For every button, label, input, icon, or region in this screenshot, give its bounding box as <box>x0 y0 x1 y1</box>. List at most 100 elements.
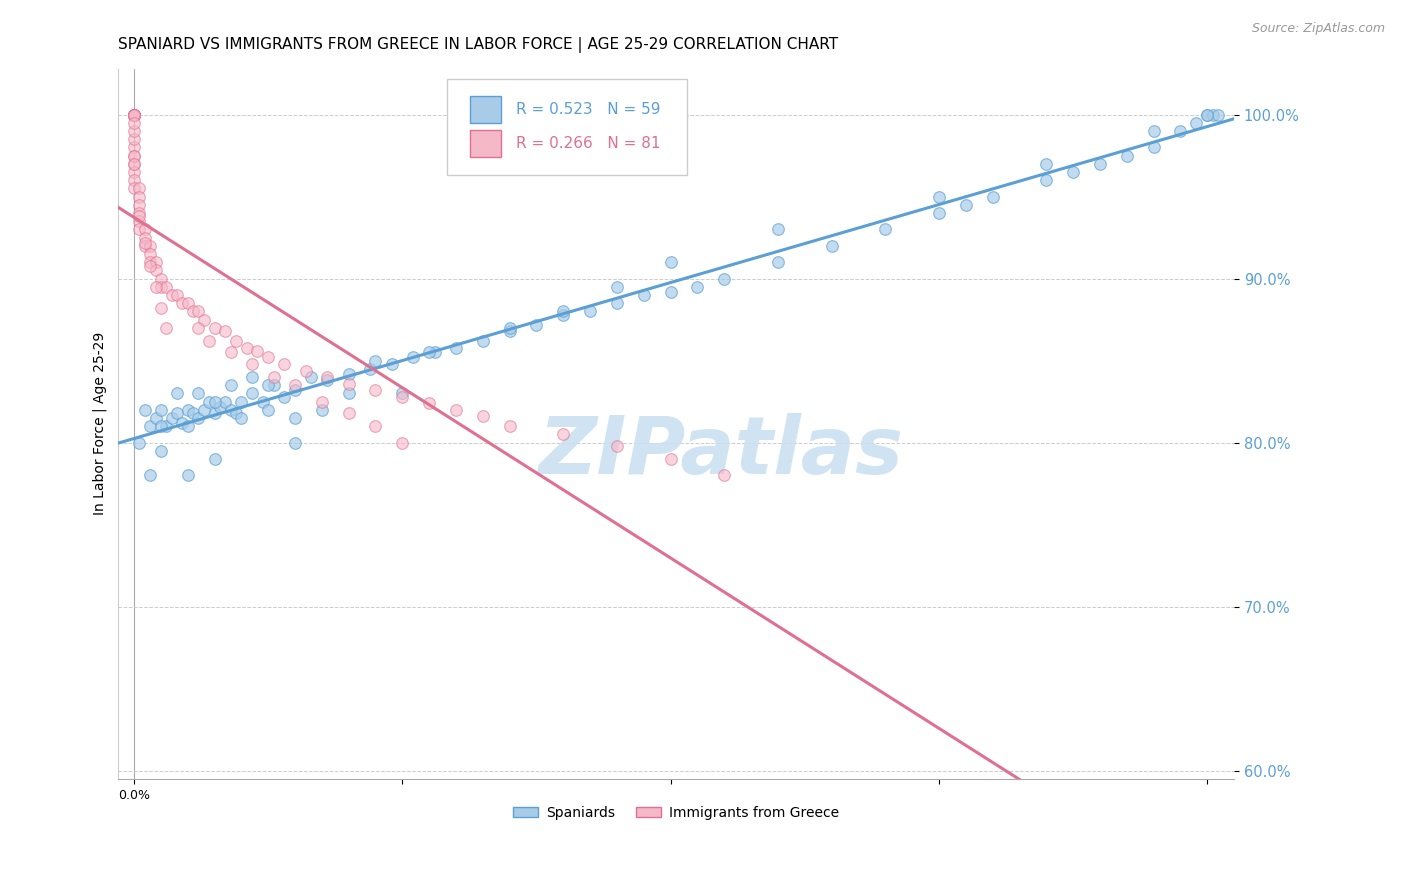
Point <box>875 222 897 236</box>
Point <box>208 400 231 414</box>
Point <box>498 324 520 338</box>
FancyBboxPatch shape <box>470 130 501 157</box>
Point <box>240 357 263 371</box>
Point <box>155 321 177 335</box>
Point <box>444 403 467 417</box>
Point <box>122 108 145 122</box>
Point <box>579 304 602 318</box>
Point <box>122 165 145 179</box>
Point <box>134 403 156 417</box>
Point <box>187 411 209 425</box>
Point <box>122 149 145 163</box>
Point <box>263 378 285 392</box>
Point <box>606 296 628 310</box>
Point <box>134 222 156 236</box>
Point <box>122 108 145 122</box>
Point <box>686 280 709 294</box>
Point <box>166 288 188 302</box>
Point <box>122 108 145 122</box>
Point <box>381 357 404 371</box>
Point <box>204 321 226 335</box>
Point <box>134 235 156 250</box>
Point <box>219 378 242 392</box>
Point <box>172 296 194 310</box>
Point <box>149 280 172 294</box>
Point <box>766 222 789 236</box>
Point <box>225 334 247 348</box>
Text: ZIPatlas: ZIPatlas <box>538 413 903 491</box>
Point <box>284 383 307 397</box>
Point <box>172 416 194 430</box>
Point <box>122 108 145 122</box>
Point <box>337 367 360 381</box>
Point <box>659 452 682 467</box>
Point <box>134 230 156 244</box>
Point <box>1035 157 1057 171</box>
Point <box>252 394 274 409</box>
Point <box>1035 173 1057 187</box>
Point <box>166 406 188 420</box>
Point <box>145 263 167 277</box>
Point <box>139 247 162 261</box>
Point <box>122 124 145 138</box>
Point <box>553 308 575 322</box>
Point <box>231 411 253 425</box>
Point <box>981 189 1004 203</box>
Point <box>553 427 575 442</box>
Point <box>359 362 381 376</box>
Legend: Spaniards, Immigrants from Greece: Spaniards, Immigrants from Greece <box>508 800 845 825</box>
Point <box>128 189 150 203</box>
Point <box>1062 165 1084 179</box>
Point <box>364 419 387 434</box>
Point <box>122 108 145 122</box>
Point <box>204 406 226 420</box>
Point <box>1201 108 1223 122</box>
Point <box>928 206 950 220</box>
Point <box>139 239 162 253</box>
Point <box>139 259 162 273</box>
Point <box>955 198 977 212</box>
Point <box>122 132 145 146</box>
Point <box>713 468 735 483</box>
Point <box>444 341 467 355</box>
Point <box>128 198 150 212</box>
Point <box>187 386 209 401</box>
Point <box>181 406 204 420</box>
Point <box>176 403 198 417</box>
Point <box>122 116 145 130</box>
Point <box>311 394 333 409</box>
Point <box>122 108 145 122</box>
Point <box>273 390 295 404</box>
Point <box>149 443 172 458</box>
Point <box>1142 124 1164 138</box>
Point <box>187 321 209 335</box>
Point <box>273 357 295 371</box>
FancyBboxPatch shape <box>470 95 501 123</box>
Point <box>198 394 221 409</box>
Point <box>204 394 226 409</box>
Point <box>820 239 842 253</box>
Point <box>176 468 198 483</box>
Point <box>122 108 145 122</box>
Y-axis label: In Labor Force | Age 25-29: In Labor Force | Age 25-29 <box>93 332 107 516</box>
Point <box>181 304 204 318</box>
Point <box>128 214 150 228</box>
Point <box>337 376 360 391</box>
Point <box>128 206 150 220</box>
Point <box>145 280 167 294</box>
Point <box>139 419 162 434</box>
Point <box>122 108 145 122</box>
Point <box>1142 140 1164 154</box>
Point <box>418 396 440 410</box>
Point <box>128 435 150 450</box>
Point <box>337 386 360 401</box>
Point <box>122 140 145 154</box>
Point <box>1206 108 1229 122</box>
Point <box>606 280 628 294</box>
Point <box>193 403 215 417</box>
Point <box>263 370 285 384</box>
Point <box>294 363 316 377</box>
Point <box>145 255 167 269</box>
Point <box>149 403 172 417</box>
Point <box>1185 116 1208 130</box>
